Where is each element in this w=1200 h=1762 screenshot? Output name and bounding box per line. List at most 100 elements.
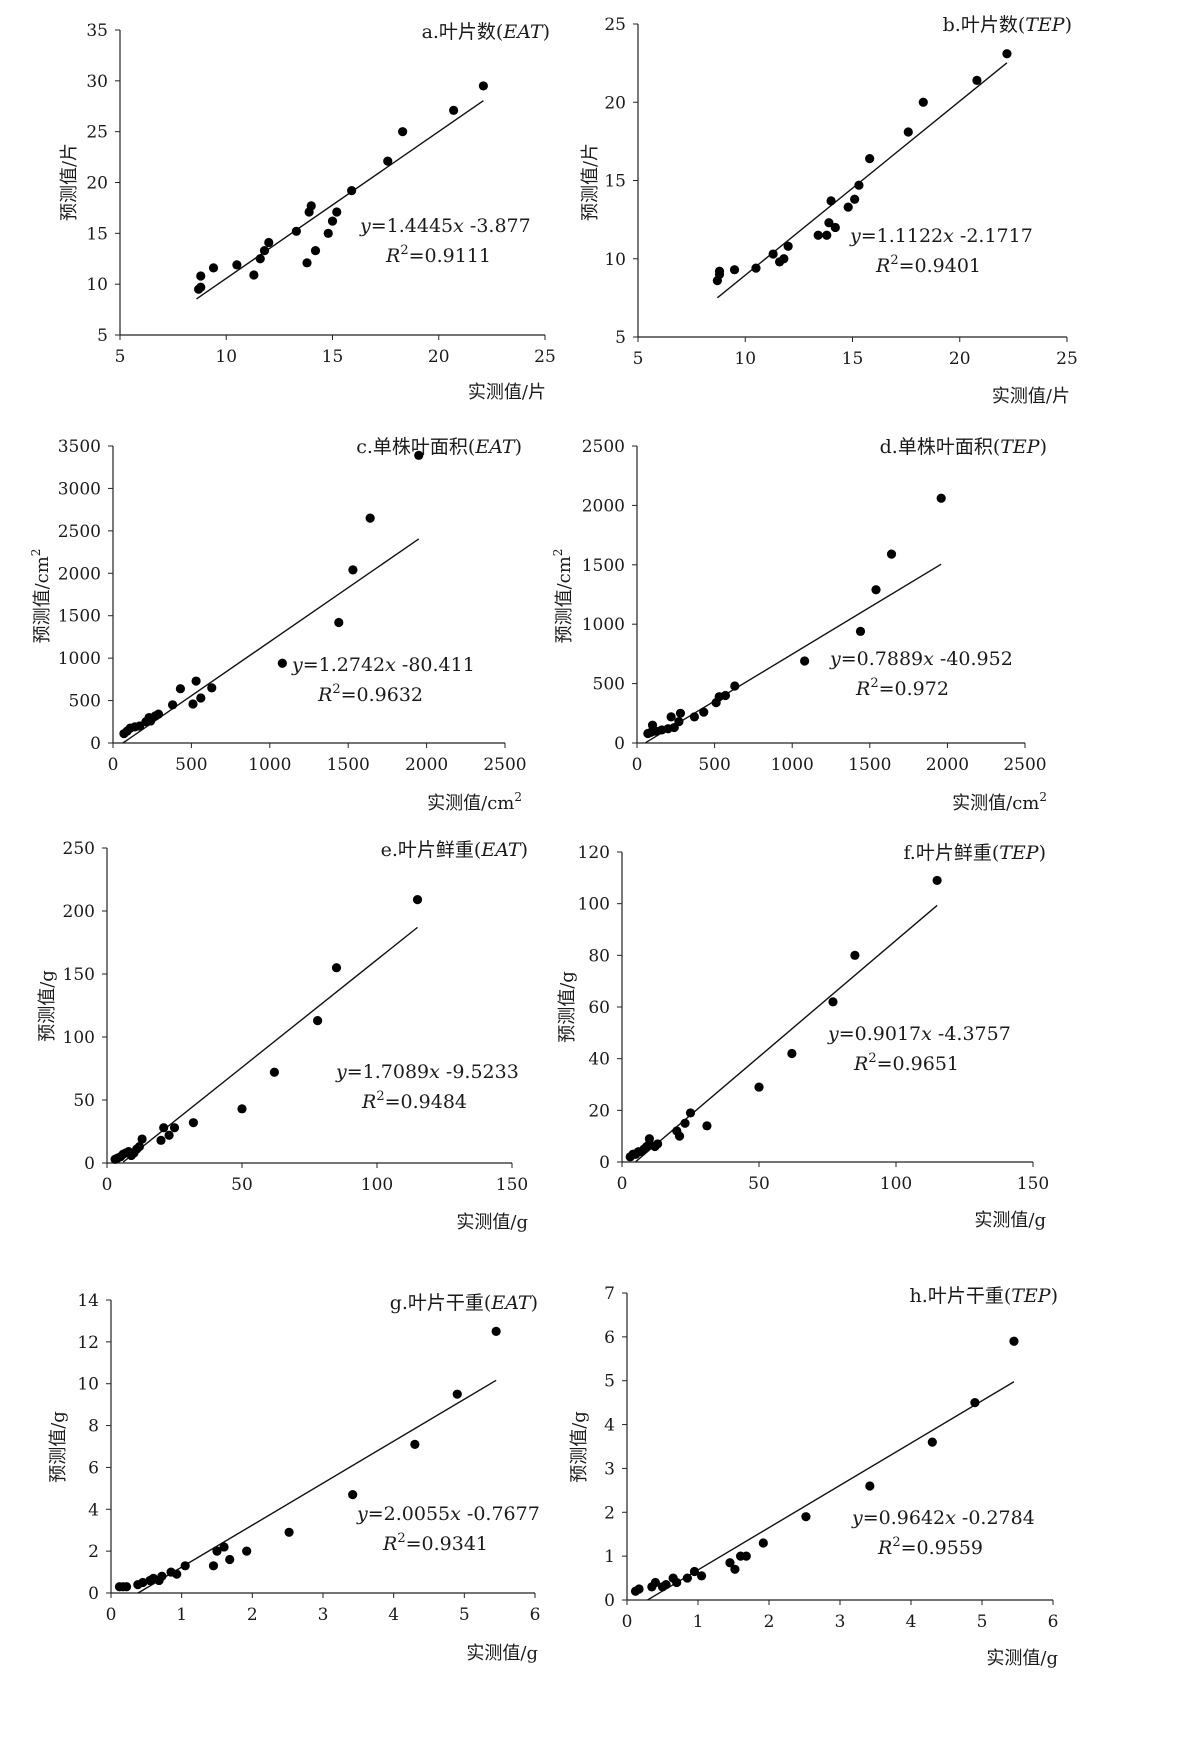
r-squared: R2=0.9111: [385, 243, 491, 267]
data-point: [672, 1577, 682, 1588]
data-point: [674, 717, 684, 727]
data-point: [153, 709, 164, 719]
x-tick-label: 0: [617, 1174, 628, 1194]
data-point: [331, 963, 342, 973]
x-axis-label: 实测值/g: [466, 1643, 538, 1664]
data-point: [903, 127, 913, 137]
y-tick-label: 1: [604, 1547, 615, 1567]
x-axis-label: 实测值/cm2: [952, 790, 1047, 814]
data-point: [196, 271, 206, 281]
fit-line: [716, 62, 1008, 299]
panel-title: b.叶片数(TEP): [943, 14, 1072, 36]
data-point: [219, 1542, 229, 1552]
x-tick-label: 0: [108, 755, 119, 775]
y-tick-label: 15: [604, 172, 626, 192]
r-squared: R2=0.972: [855, 676, 949, 700]
data-point: [634, 1584, 644, 1594]
data-point: [284, 1527, 294, 1537]
data-point: [334, 617, 344, 628]
data-point: [249, 270, 259, 280]
x-tick-label: 1500: [848, 755, 891, 775]
data-point: [813, 230, 823, 240]
data-point: [650, 1577, 661, 1588]
x-tick-label: 1000: [248, 755, 291, 775]
data-point: [886, 549, 897, 559]
x-tick-label: 2000: [405, 755, 448, 775]
panel-h: 0 1 2 3 4 5 6 0 1 2 3 4 5 6 7 h.叶片干重(TEP) y=0.9642x -0.2…: [569, 1284, 1058, 1669]
r-squared: R2=0.9341: [382, 1531, 488, 1555]
y-tick-label: 1000: [58, 649, 101, 669]
x-tick-label: 20: [949, 349, 971, 369]
data-point: [237, 1104, 247, 1114]
y-tick-label: 1500: [582, 556, 625, 576]
fit-line: [122, 538, 420, 744]
data-point: [188, 1118, 198, 1128]
data-point: [730, 681, 740, 691]
fit-equation: y=1.4445x -3.877: [359, 215, 531, 237]
data-point: [850, 950, 860, 960]
x-tick-label: 5: [115, 347, 126, 367]
x-axis-label: 实测值/g: [986, 1648, 1058, 1669]
panel-f: 0 50 100 150 0 20 40 60 80 100 120 f.叶片鲜重(TEP) y=0.9…: [557, 842, 1049, 1231]
data-point: [720, 690, 731, 701]
data-point: [972, 75, 982, 85]
y-tick-label: 2500: [58, 522, 101, 542]
panel-title: d.单株叶面积(TEP): [880, 436, 1047, 458]
data-point: [169, 1123, 180, 1133]
y-tick-label: 5: [604, 1372, 615, 1392]
x-tick-label: 5: [459, 1605, 470, 1625]
data-point: [365, 513, 375, 523]
x-tick-label: 1: [176, 1605, 187, 1625]
y-axis-label: 预测值/g: [569, 1411, 590, 1483]
data-point: [225, 1554, 235, 1565]
x-tick-label: 1: [693, 1612, 704, 1632]
data-point: [157, 1571, 167, 1581]
data-point: [871, 585, 881, 595]
r-squared: R2=0.9632: [317, 682, 423, 706]
data-point: [212, 1546, 222, 1556]
data-point: [398, 127, 408, 137]
x-tick-label: 10: [215, 347, 237, 367]
y-tick-label: 4: [88, 1500, 99, 1520]
data-point: [675, 708, 686, 718]
y-tick-label: 20: [604, 93, 626, 113]
y-tick-label: 60: [588, 998, 610, 1018]
x-tick-label: 6: [530, 1605, 541, 1625]
data-point: [970, 1398, 980, 1408]
x-tick-label: 4: [388, 1605, 399, 1625]
data-point: [323, 228, 333, 238]
panel-c: 0 500 1000 1500 2000 2500 0 500 1000 1500 2000 2500…: [29, 436, 527, 814]
y-tick-label: 14: [77, 1291, 99, 1311]
data-point: [855, 626, 866, 636]
data-point: [137, 1134, 147, 1144]
r-squared: R2=0.9651: [853, 1051, 959, 1075]
y-tick-label: 10: [77, 1375, 99, 1395]
data-point: [164, 1130, 174, 1140]
y-tick-label: 0: [84, 1154, 95, 1174]
y-tick-label: 1500: [58, 607, 101, 627]
data-point: [779, 254, 789, 264]
data-point: [121, 1582, 132, 1592]
data-point: [191, 676, 201, 686]
y-tick-label: 12: [77, 1333, 99, 1353]
x-tick-label: 25: [1056, 349, 1078, 369]
y-tick-label: 10: [604, 250, 626, 270]
panel-title: f.叶片鲜重(TEP): [903, 842, 1046, 864]
y-tick-label: 6: [88, 1458, 99, 1478]
data-point: [478, 81, 488, 91]
data-point: [730, 1564, 740, 1574]
x-tick-label: 2: [247, 1605, 258, 1625]
data-point: [800, 656, 810, 666]
data-point: [264, 237, 274, 248]
data-point: [332, 207, 342, 217]
x-tick-label: 100: [361, 1175, 393, 1195]
data-point: [491, 1326, 501, 1336]
y-tick-label: 100: [63, 1028, 95, 1048]
data-point: [768, 249, 778, 259]
fit-equation: y=2.0055x -0.7677: [356, 1503, 540, 1525]
fit-equation: y=0.7889x -40.952: [829, 648, 1013, 670]
data-point: [865, 1481, 875, 1491]
data-point: [830, 222, 840, 233]
fit-equation: y=1.1122x -2.1717: [849, 225, 1033, 247]
